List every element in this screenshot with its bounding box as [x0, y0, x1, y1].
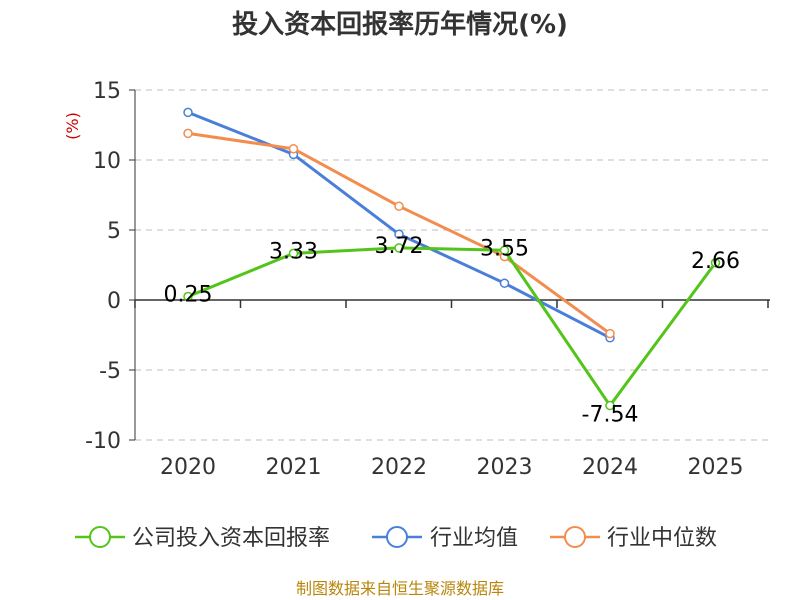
series-point-1 — [394, 229, 404, 239]
x-tick-label: 2024 — [582, 455, 638, 480]
data-label-layer: 0.25 3.33 3.72 3.55 -7.54 2.66 — [164, 234, 740, 428]
y-tick-label: -10 — [85, 429, 121, 454]
y-tick-label: 10 — [93, 149, 121, 174]
y-tick-label: 5 — [107, 219, 121, 244]
series-point-2 — [605, 328, 615, 339]
series-point-2 — [183, 128, 193, 139]
legend-label: 行业中位数 — [607, 526, 717, 551]
x-tick-label: 2022 — [371, 455, 427, 480]
legend-label: 公司投入资本回报率 — [132, 526, 330, 551]
series-point-1 — [499, 278, 510, 288]
data-label: 2.66 — [691, 249, 740, 274]
axis-layer: 15 10 5 0 -5 -10 2020 2021 2022 2023 2024 2025 — [85, 79, 770, 480]
series-point-0 — [288, 248, 299, 259]
series-point-1 — [183, 107, 193, 118]
x-tick-label: 2023 — [477, 455, 533, 480]
series-point-0 — [499, 245, 510, 256]
series-line-1 — [187, 111, 611, 340]
series-point-0 — [183, 291, 193, 302]
legend-swatch-marker — [386, 526, 408, 548]
grid-layer — [135, 89, 770, 441]
y-tick-label: 0 — [107, 289, 121, 314]
x-tick-label: 2025 — [688, 455, 744, 480]
data-label: 3.33 — [269, 239, 318, 264]
data-label: -7.54 — [582, 403, 639, 428]
series-point-0 — [605, 400, 615, 411]
x-tick-label: 2020 — [160, 455, 216, 480]
x-tick-label: 2021 — [266, 455, 322, 480]
legend-swatch-marker — [564, 526, 586, 548]
series-point-0 — [394, 243, 404, 253]
series-layer — [183, 107, 721, 411]
data-label: 3.72 — [375, 234, 424, 259]
legend-swatch-marker — [89, 526, 111, 548]
source-note: 制图数据来自恒生聚源数据库 — [296, 579, 504, 598]
legend-label: 行业均值 — [430, 526, 518, 551]
series-point-2 — [394, 201, 404, 211]
series-point-2 — [288, 144, 299, 154]
series-line-0 — [187, 246, 717, 408]
data-label: 0.25 — [164, 283, 213, 308]
data-label: 3.55 — [480, 236, 529, 261]
y-axis-label: (%) — [63, 112, 82, 140]
y-tick-label: 15 — [93, 79, 121, 104]
legend: 公司投入资本回报率 行业均值 行业中位数 — [75, 526, 717, 551]
series-point-0 — [710, 258, 721, 268]
chart-title: 投入资本回报率历年情况(%) — [232, 9, 568, 40]
y-tick-label: -5 — [99, 359, 121, 384]
